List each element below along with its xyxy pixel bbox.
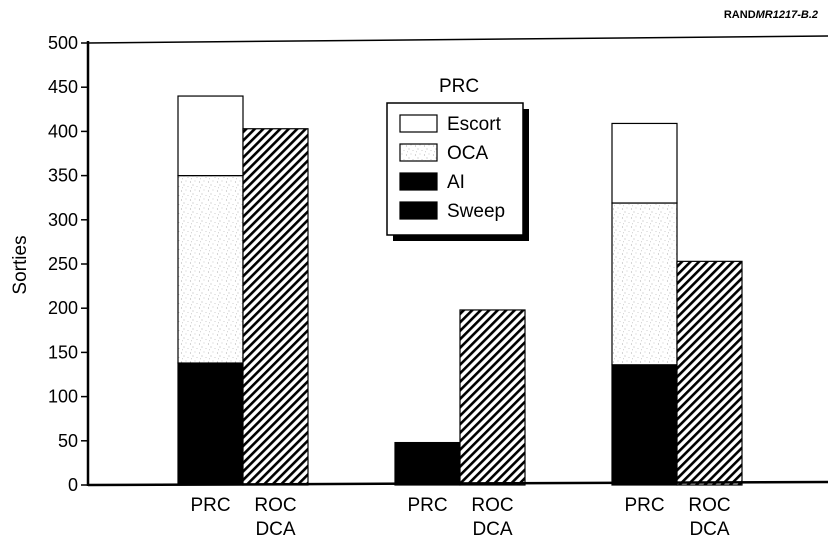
y-tick-label: 450: [48, 77, 78, 97]
bars: [177, 95, 743, 486]
legend-swatch-sweep: [399, 201, 438, 220]
bar-segment-sweep: [177, 362, 244, 486]
category-label-line: ROC: [254, 495, 296, 516]
legend-swatch-oca: [399, 143, 438, 162]
category-label-line: DCA: [472, 519, 512, 540]
category-label-line: PRC: [190, 495, 230, 516]
y-tick-label: 300: [48, 210, 78, 230]
category-label: ROC DCA: [254, 495, 296, 540]
axes: [86, 35, 828, 487]
x-axis-line: [87, 480, 828, 487]
legend-swatch-ai: [399, 172, 438, 191]
bar-segment-sweep: [611, 364, 678, 486]
source-prefix: RAND: [724, 9, 756, 21]
legend-label-sweep: Sweep: [447, 201, 505, 222]
bar-roc-dca: [459, 309, 526, 486]
category-label-line: PRC: [624, 495, 664, 516]
y-tick-label: 0: [68, 475, 78, 495]
legend-entries: Escort OCA AI Sweep: [399, 114, 505, 222]
y-axis-ticks: 0 50 100 150 200 250 300 350 400 450 500: [48, 33, 88, 495]
category-label-line: DCA: [689, 519, 729, 540]
y-tick-label: 150: [48, 342, 78, 362]
bar-roc-dca: [242, 128, 309, 486]
bar-segment-oca: [611, 202, 678, 366]
legend-swatch-escort: [399, 114, 438, 133]
top-border-line: [87, 35, 828, 44]
bar-segment-escort: [611, 122, 678, 204]
category-label: PRC: [190, 495, 230, 516]
category-label-line: PRC: [407, 495, 447, 516]
source-id: MR1217-B.2: [756, 9, 818, 21]
y-tick-label: 400: [48, 121, 78, 141]
y-tick-label: 500: [48, 33, 78, 53]
y-tick-label: 250: [48, 254, 78, 274]
legend: PRC Escort OCA AI Sweep: [386, 76, 529, 241]
category-label-line: ROC: [688, 495, 730, 516]
bar-roc-dca: [676, 260, 743, 486]
category-label: ROC DCA: [471, 495, 513, 540]
category-label-line: DCA: [255, 519, 295, 540]
category-labels: PRC ROC DCA PRC ROC DCA PRC ROC DCA: [190, 495, 730, 540]
bar-segment-oca: [177, 175, 244, 364]
category-label-line: ROC: [471, 495, 513, 516]
category-label: PRC: [624, 495, 664, 516]
legend-label-escort: Escort: [447, 114, 502, 135]
category-label: ROC DCA: [688, 495, 730, 540]
legend-label-ai: AI: [447, 172, 465, 193]
legend-label-oca: OCA: [447, 143, 489, 164]
y-axis-label: Sorties: [10, 235, 31, 294]
y-tick-label: 350: [48, 166, 78, 186]
bar-segment-ai: [394, 441, 461, 486]
y-tick-label: 100: [48, 387, 78, 407]
y-tick-label: 50: [58, 431, 78, 451]
svg-text:RANDMR1217-B.2: RANDMR1217-B.2: [724, 9, 818, 21]
category-label: PRC: [407, 495, 447, 516]
legend-title: PRC: [439, 76, 479, 97]
bar-segment-escort: [177, 95, 244, 177]
y-tick-label: 200: [48, 298, 78, 318]
